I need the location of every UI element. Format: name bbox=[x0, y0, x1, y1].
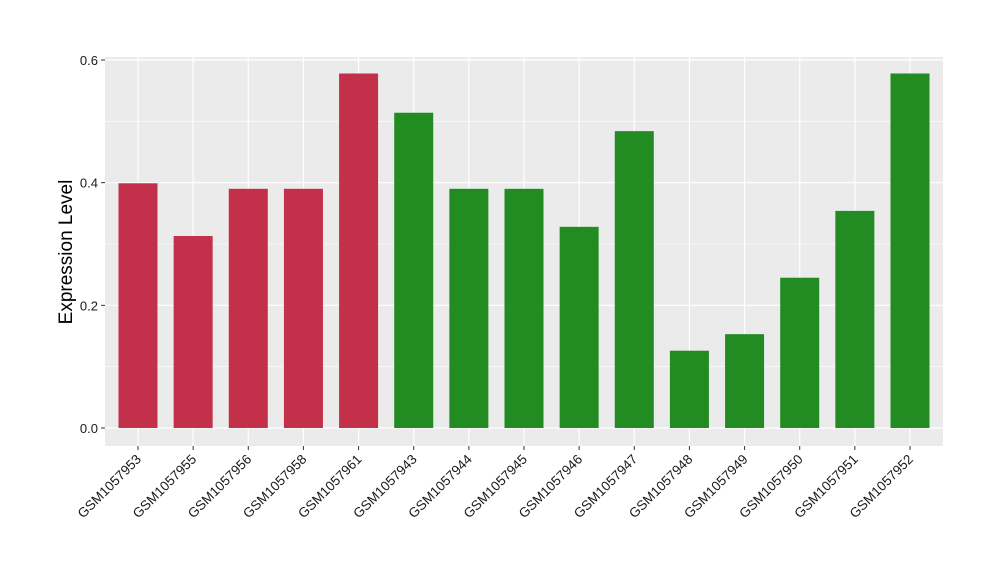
bar-GSM1057950 bbox=[780, 277, 820, 428]
y-axis: 0.0 0.2 0.4 0.6 bbox=[80, 53, 105, 436]
bar-GSM1057943 bbox=[394, 112, 434, 428]
bar-GSM1057956 bbox=[228, 188, 268, 428]
bar-GSM1057949 bbox=[725, 334, 765, 428]
bar-GSM1057947 bbox=[614, 131, 654, 428]
bar-GSM1057955 bbox=[173, 236, 213, 428]
bar-GSM1057946 bbox=[559, 226, 599, 428]
bar-GSM1057945 bbox=[504, 188, 544, 428]
y-tick-label: 0.0 bbox=[80, 421, 98, 436]
bar-GSM1057961 bbox=[339, 73, 379, 428]
x-axis: GSM1057953GSM1057955GSM1057956GSM1057958… bbox=[75, 446, 916, 521]
bar-GSM1057952 bbox=[890, 73, 930, 428]
bar-GSM1057958 bbox=[283, 188, 323, 428]
y-tick-label: 0.4 bbox=[80, 176, 98, 191]
bar-GSM1057953 bbox=[118, 183, 158, 428]
bar-GSM1057951 bbox=[835, 210, 875, 428]
bar-GSM1057944 bbox=[449, 188, 489, 428]
y-axis-label: Expression Level bbox=[56, 180, 77, 325]
bars bbox=[118, 73, 930, 428]
y-tick-label: 0.2 bbox=[80, 298, 98, 313]
bar-GSM1057948 bbox=[669, 350, 709, 428]
y-tick-label: 0.6 bbox=[80, 53, 98, 68]
